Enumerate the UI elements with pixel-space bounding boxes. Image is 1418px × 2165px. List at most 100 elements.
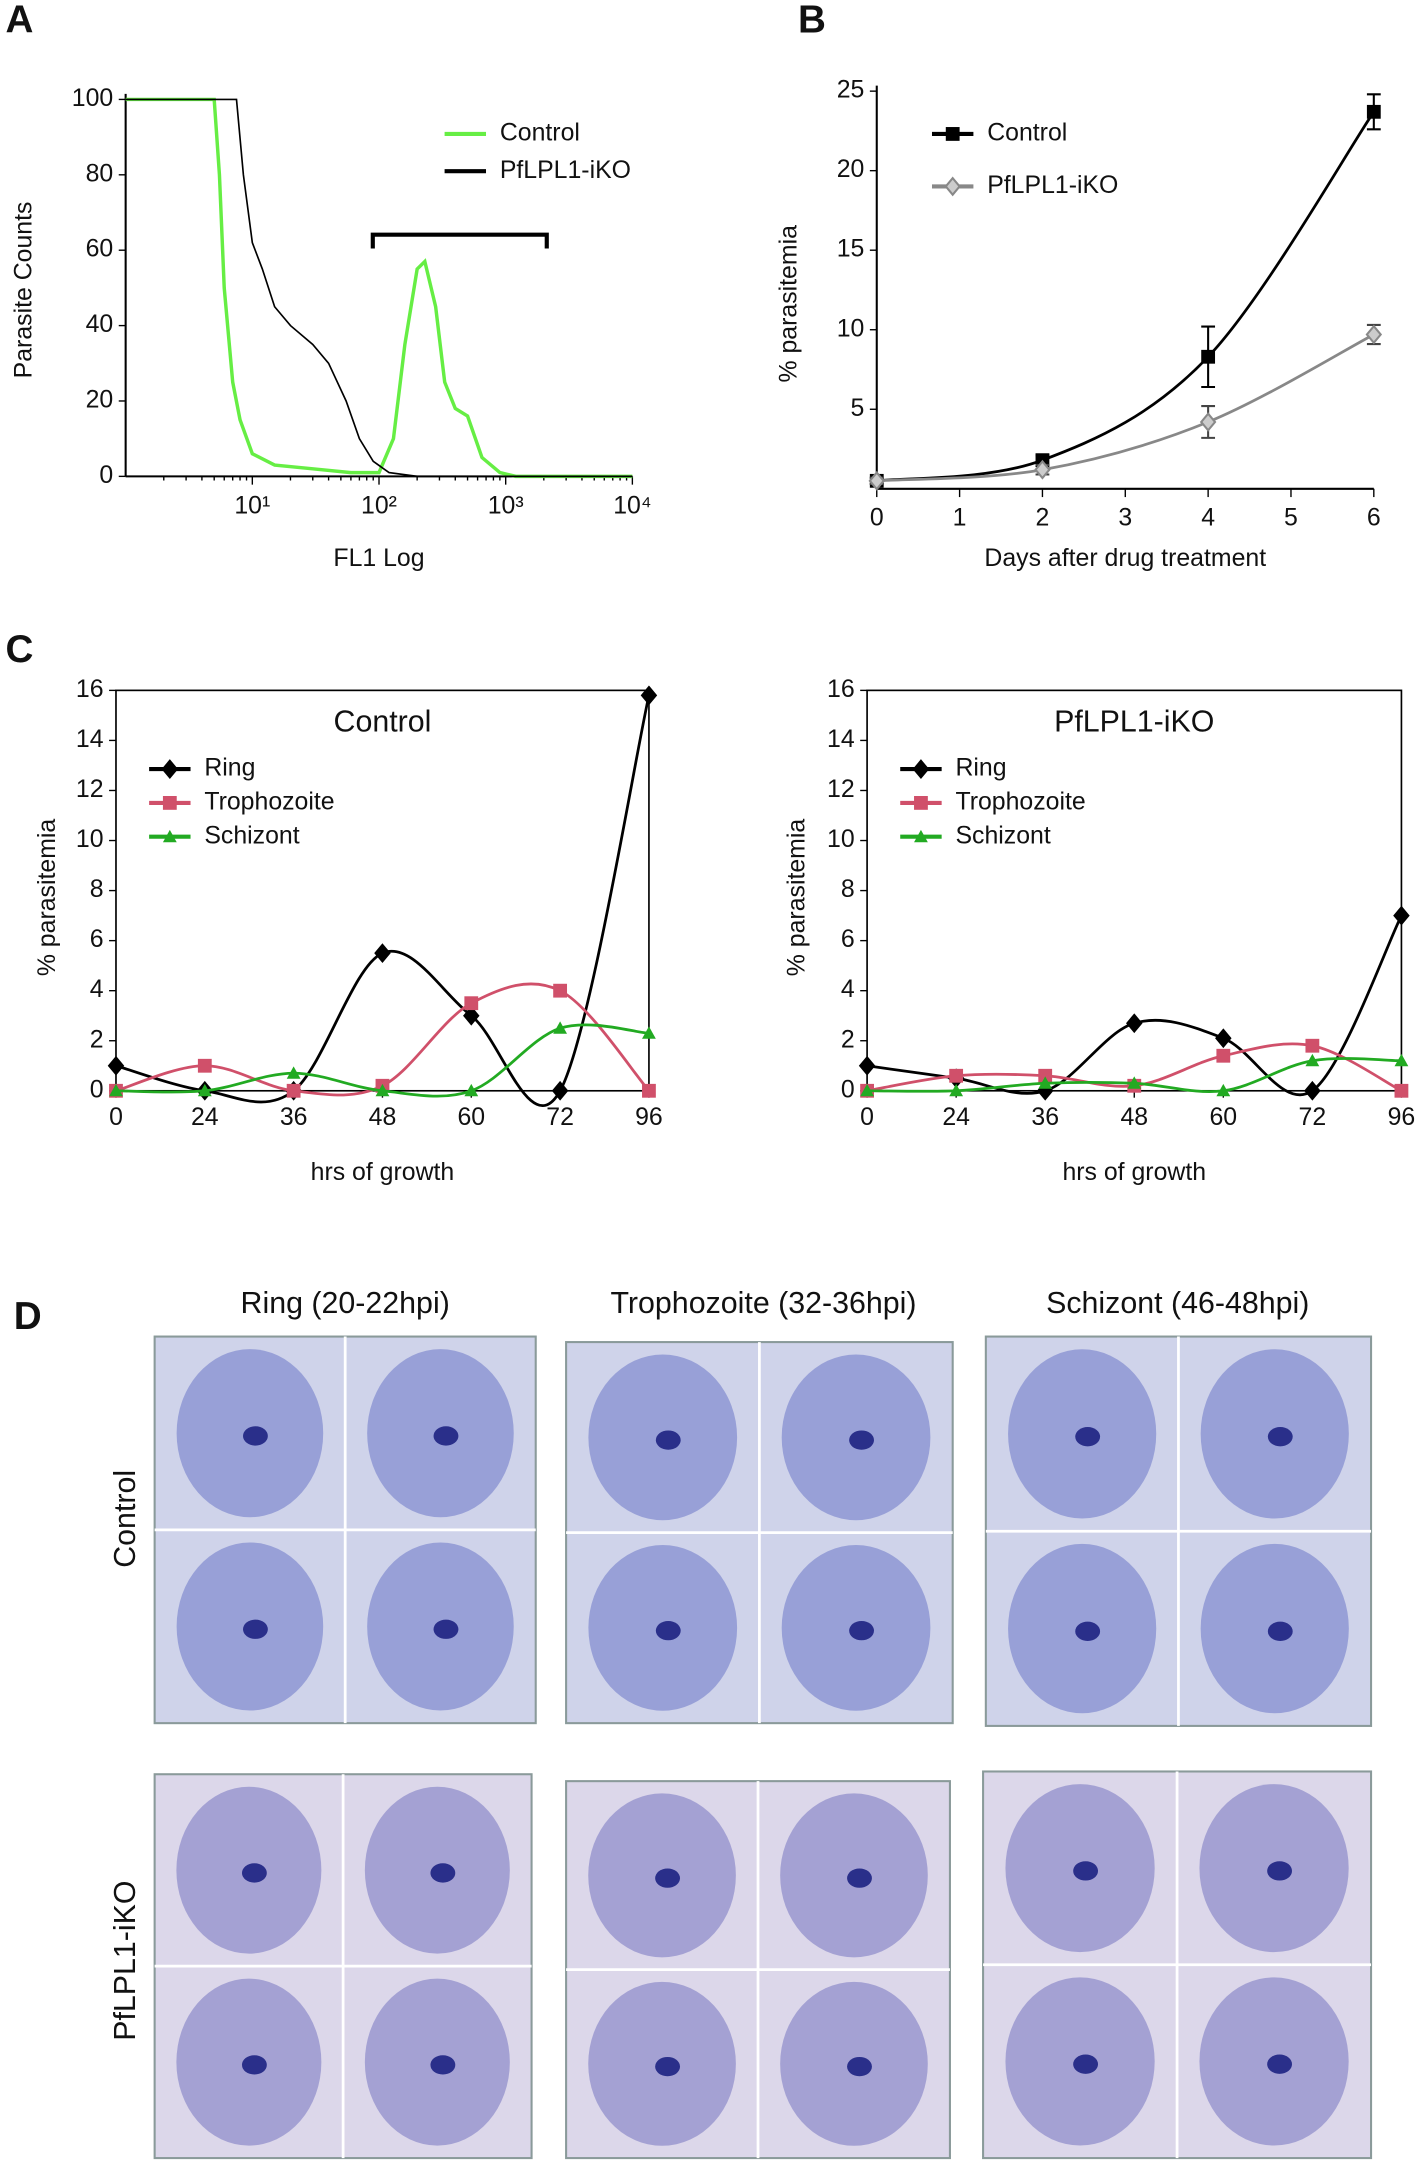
x-tick-label: 24 bbox=[942, 1104, 970, 1131]
marker bbox=[1305, 1038, 1320, 1053]
legend-label: Trophozoite bbox=[204, 788, 334, 815]
legend-label: PfLPL1-iKO bbox=[500, 157, 631, 184]
panel-label: D bbox=[14, 1295, 42, 1338]
x-tick-label: 96 bbox=[635, 1104, 663, 1131]
x-tick-label: 1 bbox=[953, 505, 967, 532]
parasite bbox=[849, 1430, 874, 1450]
x-tick-label: 10⁴ bbox=[613, 492, 651, 519]
chart-title: PfLPL1-iKO bbox=[1054, 706, 1214, 739]
marker bbox=[464, 996, 479, 1011]
plot-frame bbox=[115, 689, 650, 1092]
y-tick-label: 6 bbox=[841, 926, 855, 953]
x-tick-label: 5 bbox=[1284, 505, 1298, 532]
marker bbox=[286, 1083, 301, 1098]
y-tick-label: 80 bbox=[86, 160, 114, 187]
series-line bbox=[876, 333, 1375, 483]
y-tick-label: 20 bbox=[86, 387, 114, 414]
marker bbox=[1216, 1083, 1231, 1097]
x-tick-label: 10² bbox=[361, 492, 397, 519]
x-tick-label: 0 bbox=[109, 1104, 123, 1131]
marker bbox=[1038, 1068, 1053, 1083]
parasite bbox=[655, 1620, 681, 1641]
series-line bbox=[125, 97, 633, 479]
parasite bbox=[430, 2055, 456, 2075]
x-tick-label: 10¹ bbox=[234, 492, 270, 519]
x-tick-label: 36 bbox=[1031, 1104, 1059, 1131]
row-label: PfLPL1-iKO bbox=[109, 1880, 142, 2040]
column-header: Schizont (46-48hpi) bbox=[1046, 1287, 1309, 1320]
marker bbox=[374, 943, 391, 964]
marker bbox=[949, 1083, 964, 1097]
y-tick-label: 4 bbox=[90, 976, 104, 1003]
x-tick-label: 24 bbox=[191, 1104, 219, 1131]
y-axis-label: % parasitemia bbox=[34, 819, 61, 977]
x-tick-label: 48 bbox=[1120, 1104, 1148, 1131]
y-tick-label: 0 bbox=[99, 462, 113, 489]
y-tick-label: 12 bbox=[827, 776, 855, 803]
marker bbox=[858, 1055, 876, 1076]
parasite bbox=[847, 1868, 872, 1888]
y-tick-label: 60 bbox=[86, 236, 114, 263]
y-tick-label: 100 bbox=[72, 85, 113, 112]
marker bbox=[1216, 1048, 1231, 1063]
parasite bbox=[849, 1620, 874, 1641]
marker bbox=[945, 127, 960, 141]
parasite bbox=[1073, 2054, 1099, 2074]
marker bbox=[551, 1080, 569, 1101]
panel-label: A bbox=[6, 0, 34, 41]
y-tick-label: 40 bbox=[86, 311, 114, 338]
y-tick-label: 6 bbox=[90, 926, 104, 953]
row-label: Control bbox=[109, 1470, 142, 1568]
x-tick-label: 2 bbox=[1036, 505, 1050, 532]
legend-label: PfLPL1-iKO bbox=[987, 172, 1118, 199]
parasite bbox=[655, 1868, 681, 1888]
marker bbox=[1038, 1076, 1053, 1089]
parasite bbox=[241, 1863, 267, 1883]
y-axis-label: Parasite Counts bbox=[10, 202, 37, 379]
series-line bbox=[876, 111, 1375, 483]
parasite bbox=[1267, 2054, 1293, 2074]
legend-label: Ring bbox=[955, 755, 1006, 782]
y-axis-label: % parasitemia bbox=[784, 819, 811, 977]
series-line bbox=[115, 695, 651, 1108]
legend-label: Ring bbox=[204, 755, 255, 782]
y-tick-label: 14 bbox=[76, 726, 104, 753]
legend-label: Schizont bbox=[204, 822, 299, 849]
y-tick-label: 8 bbox=[841, 876, 855, 903]
y-tick-label: 15 bbox=[837, 236, 865, 263]
marker bbox=[464, 1083, 479, 1097]
marker bbox=[161, 759, 179, 779]
marker bbox=[1126, 1013, 1143, 1034]
x-tick-label: 6 bbox=[1367, 505, 1381, 532]
marker bbox=[197, 1058, 212, 1073]
marker bbox=[1127, 1076, 1142, 1089]
marker bbox=[912, 759, 930, 779]
parasite bbox=[655, 1430, 681, 1450]
parasite bbox=[1073, 1861, 1099, 1881]
parasite bbox=[433, 1619, 459, 1639]
x-tick-label: 36 bbox=[280, 1104, 308, 1131]
marker bbox=[868, 470, 886, 491]
gate-bracket bbox=[370, 232, 549, 249]
parasite bbox=[1075, 1621, 1101, 1642]
x-tick-label: 96 bbox=[1388, 1104, 1416, 1131]
marker bbox=[914, 796, 928, 810]
y-tick-label: 16 bbox=[76, 676, 104, 703]
parasite bbox=[243, 1426, 268, 1446]
marker bbox=[1394, 1083, 1409, 1098]
y-tick-label: 10 bbox=[827, 826, 855, 853]
x-tick-label: 60 bbox=[1209, 1104, 1237, 1131]
y-tick-label: 0 bbox=[90, 1076, 104, 1103]
x-tick-label: 72 bbox=[1299, 1104, 1327, 1131]
legend-label: Control bbox=[500, 120, 580, 147]
x-tick-label: 0 bbox=[870, 505, 884, 532]
parasite bbox=[1267, 1621, 1293, 1642]
series-line bbox=[115, 982, 650, 1097]
y-tick-label: 16 bbox=[827, 676, 855, 703]
panel-label: C bbox=[6, 628, 34, 671]
parasite bbox=[1267, 1426, 1293, 1447]
y-tick-label: 4 bbox=[841, 976, 855, 1003]
marker bbox=[642, 1026, 656, 1039]
